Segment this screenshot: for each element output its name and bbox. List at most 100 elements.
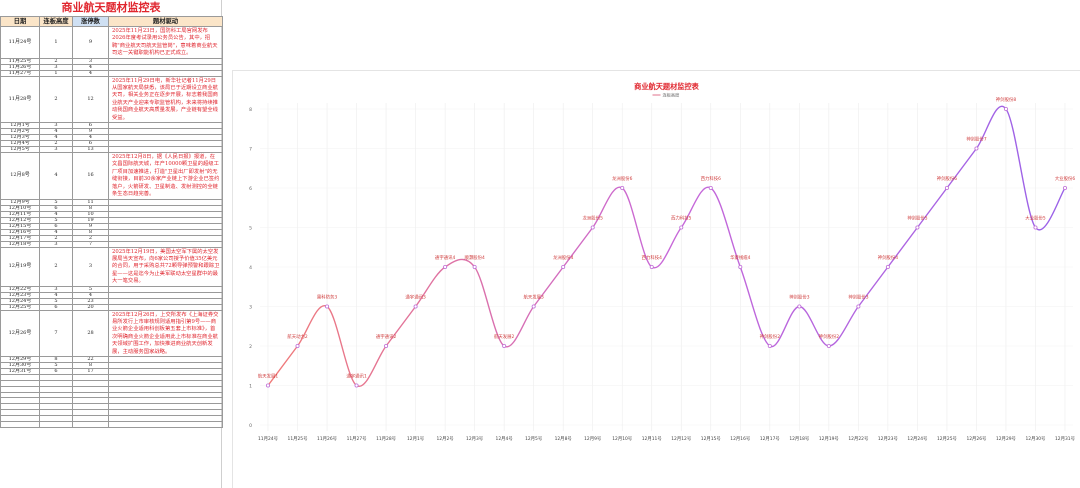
point-label: 华菱线缆4 [730, 254, 751, 261]
empty-row[interactable] [0, 420, 223, 428]
point-label: 通宇通讯3 [405, 294, 426, 301]
data-point [354, 383, 359, 388]
point-label: 神剑股份8 [996, 96, 1017, 103]
x-tick-label: 12月4号 [496, 436, 514, 442]
cell-date[interactable]: 11月24号 [0, 26, 40, 59]
chart-title: 商业航天题材监控表 [634, 82, 700, 91]
empty-cell[interactable] [0, 420, 40, 428]
x-tick-label: 12月16号 [730, 436, 751, 442]
cell-date[interactable]: 12月26号 [0, 309, 40, 357]
data-point [767, 343, 772, 348]
point-label: 龙洲股份6 [612, 175, 633, 182]
x-tick-label: 12月12号 [671, 436, 692, 442]
data-point [531, 304, 536, 309]
point-label: 神剑股份3 [848, 294, 869, 301]
cell-theme-driver[interactable]: 2025年12月19日，美国太空军下属的太空发展局当天宣布，向6家公司授予价值3… [108, 246, 223, 287]
empty-cell[interactable] [72, 420, 109, 428]
x-tick-label: 12月3号 [466, 436, 484, 442]
x-tick-label: 12月1号 [407, 436, 425, 442]
x-tick-label: 12月5号 [525, 436, 543, 442]
empty-cell[interactable] [39, 420, 73, 428]
data-point [738, 264, 743, 269]
cell-board-height[interactable]: 2 [39, 75, 73, 124]
header-limit-up-count[interactable]: 涨停数 [72, 16, 109, 27]
cell-date[interactable]: 12月19号 [0, 246, 40, 287]
data-point [649, 264, 654, 269]
data-point [413, 304, 418, 309]
empty-cell[interactable] [108, 420, 223, 428]
x-tick-label: 12月8号 [555, 436, 573, 442]
data-point [1003, 107, 1008, 112]
x-tick-label: 12月29号 [996, 436, 1017, 442]
header-theme-driver[interactable]: 题材驱动 [108, 16, 223, 27]
point-label: 西力科技5 [671, 215, 692, 222]
y-tick-label: 3 [249, 305, 252, 311]
data-point [295, 343, 300, 348]
cell-theme-driver[interactable]: 2025年11月29日电，新华社记者11月29日从国家航天局获悉，该局已于近期设… [108, 75, 223, 124]
data-point [1033, 225, 1038, 230]
data-point [472, 264, 477, 269]
cell-limit-up-count[interactable]: 12 [72, 75, 109, 124]
cell-board-height[interactable]: 4 [39, 152, 73, 200]
cell-theme-driver-empty[interactable] [108, 367, 223, 375]
data-point [266, 383, 271, 388]
cell-board-height[interactable]: 2 [39, 246, 73, 287]
cell-theme-driver[interactable]: 2025年12月26日，上交所发布《上海证券交易所发行上市审核规则适用指引第9号… [108, 309, 223, 357]
data-point [974, 146, 979, 151]
data-point [620, 186, 625, 191]
point-label: 神剑股份5 [907, 215, 928, 222]
point-label: 神剑股份4 [878, 254, 899, 261]
cell-board-height[interactable]: 1 [39, 26, 73, 59]
point-label: 神剑股份3 [789, 294, 810, 301]
series-line [267, 105, 1066, 387]
chart-panel[interactable]: 0 1 2 3 4 5 6 7 8 商业航天题材监控表 连板高度 航天发展1 航天动力2 雷科防务3 通宇通… [232, 70, 1080, 488]
x-tick-label: 12月25号 [937, 436, 958, 442]
cell-date[interactable]: 12月8号 [0, 152, 40, 200]
data-point [885, 264, 890, 269]
point-label: 神剑股份2 [819, 333, 840, 340]
x-tick-label: 12月9号 [584, 436, 602, 442]
y-tick-label: 6 [249, 186, 252, 192]
table-row[interactable]: 11月28号 2 12 2025年11月29日电，新华社记者11月29日从国家航天局获… [0, 75, 223, 124]
y-tick-label: 8 [249, 107, 252, 113]
y-tick-label: 1 [249, 384, 252, 390]
sheet-title: 商业航天题材监控表 [61, 1, 161, 14]
table-row[interactable]: 12月19号 2 3 2025年12月19日，美国太空军下属的太空发展局当天宣布，向6… [0, 246, 223, 287]
cell-board-height[interactable]: 7 [39, 309, 73, 357]
cell-theme-driver[interactable]: 2025年12月8日，据《人民日报》报道，在文昌国际航天城，年产10000颗卫星… [108, 152, 223, 200]
data-point [944, 186, 949, 191]
x-tick-label: 12月19号 [819, 436, 840, 442]
data-point [443, 264, 448, 269]
x-tick-label: 11月26号 [317, 436, 338, 442]
cell-limit-up-count[interactable]: 16 [72, 152, 109, 200]
x-tick-label: 11月24号 [258, 436, 279, 442]
data-point [679, 225, 684, 230]
x-tick-label: 11月27号 [347, 436, 368, 442]
point-label: 龙洲股份4 [553, 254, 574, 261]
header-date[interactable]: 日期 [0, 16, 40, 27]
table-row[interactable]: 12月31号 6 17 [0, 367, 223, 375]
x-tick-label: 12月18号 [789, 436, 810, 442]
point-label: 雷科防务3 [317, 294, 338, 301]
data-point [1063, 186, 1068, 191]
point-label: 航天发展1 [258, 373, 279, 380]
point-label: 大业股份5 [1025, 215, 1046, 222]
x-tick-label: 12月11号 [642, 436, 663, 442]
cell-limit-up-count[interactable]: 9 [72, 26, 109, 59]
table-row[interactable]: 12月26号 7 28 2025年12月26日，上交所发布《上海证券交易所发行上市审核… [0, 309, 223, 357]
point-label: 神剑股份2 [760, 333, 781, 340]
x-tick-label: 12月2号 [437, 436, 455, 442]
point-label: 神剑股份7 [966, 136, 987, 143]
table-row[interactable]: 12月8号 4 16 2025年12月8日，据《人民日报》报道，在文昌国际航天城，年产… [0, 152, 223, 200]
header-board-height[interactable]: 连板高度 [39, 16, 73, 27]
cell-limit-up-count[interactable]: 3 [72, 246, 109, 287]
data-point [826, 343, 831, 348]
x-tick-label: 12月31号 [1055, 436, 1076, 442]
table-row[interactable]: 11月24号 1 9 2025年11月23日，国防科工局官网发布2026年度考试录用公… [0, 26, 223, 59]
cell-date[interactable]: 11月28号 [0, 75, 40, 124]
legend-label: 连板高度 [663, 92, 681, 99]
cell-limit-up-count[interactable]: 28 [72, 309, 109, 357]
spreadsheet-panel: 商业航天题材监控表 日期 连板高度 涨停数 题材驱动 11月24号 1 9 2025年… [0, 0, 223, 488]
cell-theme-driver[interactable]: 2025年11月23日，国防科工局官网发布2026年度考试录用公务员公告，其中，… [108, 26, 223, 59]
point-label: 通宇通讯2 [376, 333, 397, 340]
